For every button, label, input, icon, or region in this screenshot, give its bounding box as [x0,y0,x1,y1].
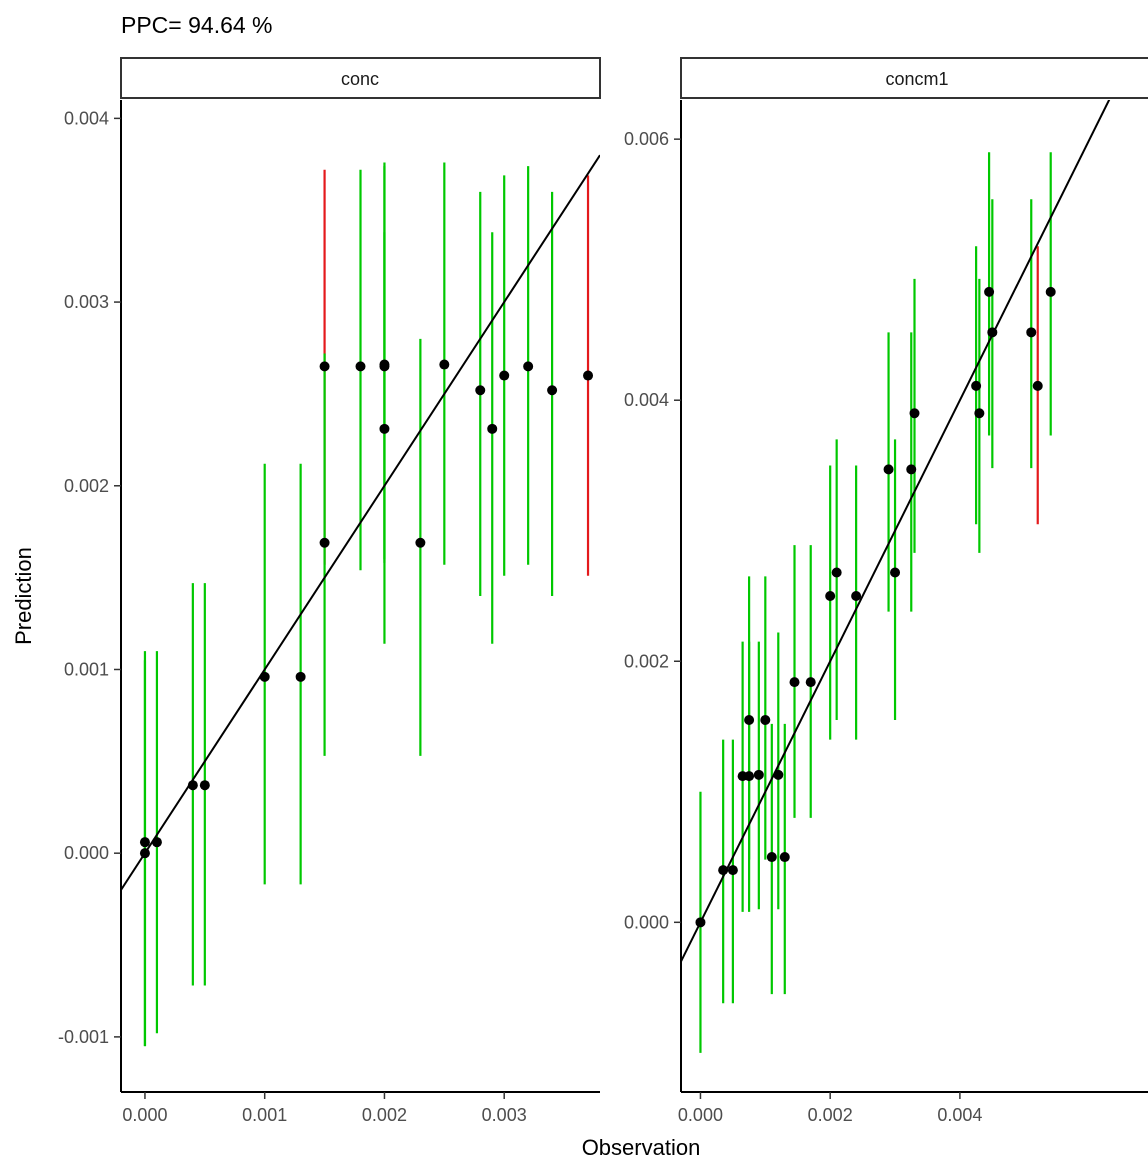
data-point-conc-2 [151,837,162,848]
data-point-concm1-18 [906,464,917,475]
data-point-conc-3 [187,780,198,791]
plot-area-concm1 [681,100,1111,1053]
y-tick-label-concm1-0: 0.000 [624,912,669,932]
strip-label-conc: conc [341,69,379,89]
data-point-conc-15 [475,385,486,396]
panel-conc: conc 0.000 0.001 0.002 0.003-0.0010.0000.00… [58,57,601,1125]
y-tick-label-concm1-2: 0.004 [624,390,669,410]
data-point-concm1-4 [744,771,755,782]
y-tick-label-conc-5: 0.004 [64,108,109,128]
y-tick-label-concm1-3: 0.006 [624,129,669,149]
data-point-concm1-5 [744,715,755,725]
x-tick-label-conc-0: 0.000 [122,1105,167,1125]
data-point-concm1-6 [753,769,764,780]
data-point-conc-19 [547,385,558,396]
strip-box-conc [120,57,601,99]
data-point-concm1-23 [987,327,998,338]
data-point-concm1-25 [1032,380,1043,391]
y-tick-label-concm1-1: 0.002 [624,651,669,671]
data-point-conc-11 [379,359,390,370]
x-axis-title: Observation [582,1135,701,1157]
data-point-conc-14 [439,359,450,370]
y-tick-label-conc-2: 0.001 [64,659,109,679]
ticks-concm1: 0.000 0.002 0.004 0.000 0.002 0.004 0.006 [624,129,982,1125]
panel-concm1: concm1 0.000 0.002 0.0040.0000.0020.0040.0… [624,57,1148,1125]
y-tick-label-conc-3: 0.002 [64,476,109,496]
data-point-conc-13 [415,537,426,548]
x-tick-label-conc-1: 0.001 [242,1105,287,1125]
identity-line-concm1 [681,100,1111,962]
x-tick-label-concm1-2: 0.004 [937,1105,982,1125]
data-point-concm1-12 [805,677,816,688]
data-point-conc-5 [259,671,270,682]
data-point-concm1-7 [760,715,771,725]
data-point-concm1-1 [718,865,729,876]
data-point-concm1-9 [773,769,784,780]
x-tick-label-concm1-0: 0.000 [678,1105,723,1125]
data-point-concm1-15 [851,591,862,601]
data-point-concm1-11 [789,677,800,688]
y-tick-label-conc-1: 0.000 [64,843,109,863]
data-point-conc-0 [139,837,150,848]
identity-line-conc [121,154,600,891]
data-point-conc-16 [487,423,498,434]
data-point-concm1-8 [766,852,777,863]
plot-area-conc [121,154,600,1047]
data-point-conc-9 [355,361,366,372]
data-point-conc-4 [199,780,210,791]
data-point-conc-7 [319,361,330,372]
data-point-concm1-19 [909,408,920,419]
x-tick-label-concm1-1: 0.002 [808,1105,853,1125]
data-point-concm1-26 [1045,286,1056,297]
data-point-concm1-17 [890,567,901,578]
y-tick-label-conc-4: 0.003 [64,292,109,312]
data-point-concm1-24 [1026,327,1037,338]
data-point-concm1-21 [974,408,985,419]
data-point-conc-12 [379,423,390,434]
data-point-conc-18 [523,361,534,372]
data-point-concm1-0 [695,917,706,928]
data-point-concm1-2 [727,865,738,876]
data-point-conc-6 [295,671,306,682]
data-point-conc-1 [139,848,150,859]
data-point-concm1-14 [831,567,842,578]
data-point-conc-20 [583,370,594,381]
data-point-concm1-13 [825,591,836,601]
strip-box-concm1 [680,57,1148,99]
data-point-concm1-22 [984,286,995,297]
y-axis-title: Prediction [11,547,36,645]
plot-title: PPC= 94.64 % [121,12,273,38]
data-point-conc-17 [499,370,510,381]
data-point-concm1-20 [971,380,982,391]
ticks-conc: 0.000 0.001 0.002 0.003 -0.001 0.000 0.001 0.00… [58,108,527,1125]
strip-label-concm1: concm1 [885,69,948,89]
data-point-concm1-16 [883,464,894,475]
data-point-conc-8 [319,537,330,548]
x-tick-label-conc-2: 0.002 [362,1105,407,1125]
x-tick-label-conc-3: 0.003 [482,1105,527,1125]
data-point-concm1-10 [779,852,790,863]
y-tick-label-conc-0: -0.001 [58,1027,109,1047]
